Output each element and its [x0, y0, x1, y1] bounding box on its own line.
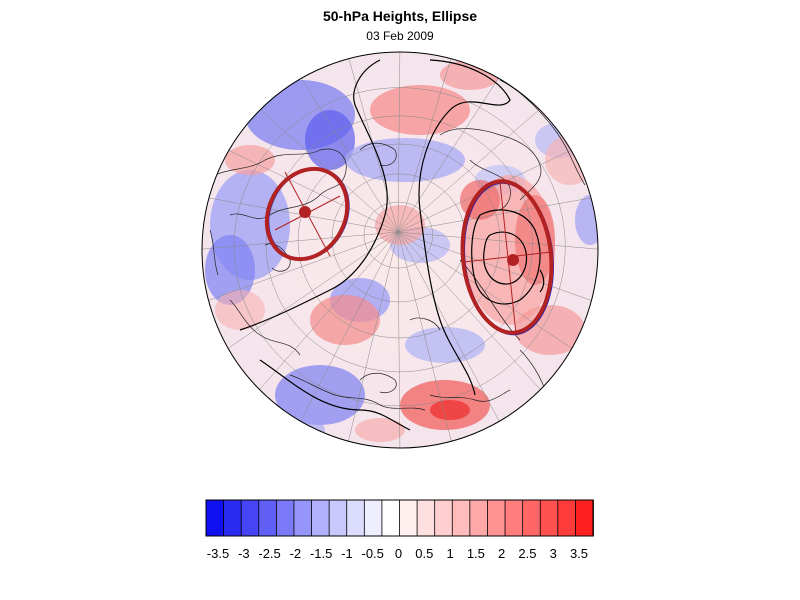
positive-anomaly-patch	[355, 418, 405, 442]
colorbar-tick-label: 2.5	[518, 546, 536, 561]
meridian-line	[397, 52, 401, 233]
meridian-line	[397, 231, 598, 251]
colorbar-swatch	[328, 499, 348, 537]
colorbar-swatch	[258, 499, 278, 537]
colorbar-swatch	[240, 499, 260, 537]
meridian-line	[397, 231, 401, 448]
meridian-line	[397, 69, 505, 233]
colorbar-tick-label: -2.5	[258, 546, 280, 561]
colorbar-swatch	[293, 499, 313, 537]
meridian-line	[202, 231, 399, 305]
negative-anomaly-patch	[305, 110, 355, 170]
colorbar-swatch	[311, 499, 331, 537]
colorbar-swatch	[539, 499, 559, 537]
colorbar-swatch	[487, 499, 506, 537]
meridian-line	[345, 231, 399, 448]
right-vortex-ellipse	[460, 179, 554, 336]
meridian-line	[397, 231, 581, 355]
anomaly-field	[202, 52, 598, 448]
colorbar-tick-label: -3.5	[207, 546, 229, 561]
colorbar-swatch	[557, 499, 577, 537]
colorbar-swatch	[434, 499, 454, 537]
negative-anomaly-patch	[405, 327, 485, 363]
globe-outline	[201, 51, 599, 449]
meridian-line	[397, 102, 548, 233]
colorbar-tick-label: -2	[290, 546, 302, 561]
positive-anomaly-patch	[430, 400, 470, 420]
colorbar-swatch	[416, 499, 436, 537]
colorbar-tick-label: -3	[238, 546, 250, 561]
colorbar-tick-label: -0.5	[362, 546, 384, 561]
colorbar-swatch	[451, 499, 471, 537]
colorbar-tick-label: 1.5	[467, 546, 485, 561]
meridian-line	[397, 195, 598, 233]
colorbar-frame	[205, 499, 594, 537]
colorbar-swatch	[223, 499, 243, 537]
positive-anomaly-patch	[370, 85, 470, 135]
colorbar-swatch	[346, 499, 366, 537]
meridian-line	[252, 231, 399, 398]
meridian-line	[252, 102, 399, 233]
colorbar-swatch	[399, 499, 418, 537]
colorbar-tick-label: 2	[498, 546, 505, 561]
right-ellipse-center	[507, 254, 519, 266]
graticule	[202, 52, 598, 448]
meridian-line	[202, 231, 399, 251]
colorbar-tick-label: -1	[341, 546, 353, 561]
meridian-line	[219, 145, 399, 233]
colorbar-tick-label: -1.5	[310, 546, 332, 561]
meridian-line	[397, 231, 455, 448]
colorbar-tick-label: 3	[550, 546, 557, 561]
colorbar-swatch	[504, 499, 524, 537]
colorbar-swatch	[469, 499, 489, 537]
colorbar-swatch	[363, 499, 383, 537]
positive-anomaly-patch	[310, 295, 380, 345]
positive-anomaly-patch	[225, 145, 275, 175]
colorbar-swatch	[575, 499, 594, 537]
negative-anomaly-patch	[205, 235, 255, 305]
colorbar-tick-label: 0	[395, 546, 402, 561]
meridian-line	[397, 145, 581, 233]
map-title: 50-hPa Heights, Ellipse	[322, 8, 478, 24]
meridian-line	[295, 69, 399, 233]
colorbar-swatch	[275, 499, 295, 537]
meridian-line	[397, 231, 548, 398]
left-ellipse-center	[299, 206, 311, 218]
colorbar-swatch	[205, 499, 225, 537]
positive-anomaly-patch	[515, 305, 585, 355]
colorbar-tick-label: 0.5	[415, 546, 433, 561]
height-contours	[239, 59, 545, 431]
meridian-line	[345, 52, 399, 233]
negative-anomaly-patch	[275, 365, 365, 425]
colorbar-tick-label: 3.5	[570, 546, 588, 561]
colorbar-swatch	[381, 499, 401, 537]
meridian-line	[397, 231, 505, 431]
meridian-line	[397, 231, 598, 305]
meridian-line	[202, 195, 399, 233]
meridian-line	[397, 52, 455, 233]
colorbar-swatch	[522, 499, 542, 537]
right-ellipse-minor-axis	[463, 251, 552, 263]
colorbar-tick-label: 1	[446, 546, 453, 561]
map-date: 03 Feb 2009	[366, 29, 434, 43]
left-vortex-ellipse	[264, 166, 350, 262]
